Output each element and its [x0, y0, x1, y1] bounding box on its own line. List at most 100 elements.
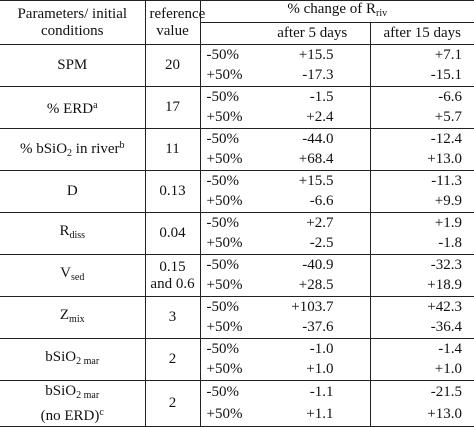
- after-5-cell: -6.6: [255, 191, 371, 213]
- after-5-cell: +28.5: [255, 275, 371, 297]
- reference-cell: 0.15 and 0.6: [145, 254, 201, 297]
- after-15-cell: +13.0: [427, 406, 462, 423]
- after-5-cell: -1.1: [255, 380, 371, 404]
- header-parameter: Parameters/ initial conditions: [0, 0, 146, 45]
- after-15-cell: +42.3: [370, 296, 474, 318]
- reference-cell: 11: [145, 128, 201, 171]
- level-cell: +50%: [206, 151, 243, 168]
- after-5-cell: -1.0: [255, 338, 371, 360]
- table-row: +50% +28.5 +18.9: [0, 275, 474, 297]
- text-part: bSiO: [45, 349, 77, 365]
- text-part: D: [66, 183, 78, 199]
- level-cell: -50%: [200, 86, 255, 108]
- after-5-cell: +2.4: [255, 107, 371, 129]
- after-15-cell: +9.9: [434, 193, 462, 210]
- header-row: after 5 days after 15 days: [0, 22, 474, 45]
- table-header: Parameters/ initial conditions reference…: [0, 0, 474, 45]
- text-part: 2 mar: [76, 389, 100, 401]
- after-5-cell: +1.1: [255, 403, 371, 427]
- text-part: sed: [71, 272, 85, 283]
- header-change: % change of Rriv: [200, 0, 474, 23]
- table-row: Vsed 0.15 and 0.6 -50% -40.9 -32.3: [0, 254, 474, 297]
- level-cell: -50%: [200, 338, 255, 360]
- after-5-cell: +1.0: [255, 359, 371, 381]
- text-part: SPM: [57, 57, 88, 73]
- after-15-cell: -15.1: [430, 67, 462, 84]
- text-part: b: [119, 140, 125, 151]
- table-row: bSiO2 mar (no ERD)c 2 -50% -1.1 -21.5: [0, 380, 474, 427]
- parameter-cell: D: [0, 170, 146, 213]
- after-15-cell: -1.4: [370, 338, 474, 360]
- level-cell: +50%: [206, 319, 243, 336]
- table-row: +50% -6.6 +9.9: [0, 191, 474, 213]
- text-part: R: [59, 223, 70, 239]
- parameter-cell: bSiO2 mar (no ERD)c: [0, 380, 146, 427]
- after-5-cell: +2.7: [255, 212, 371, 234]
- text-part: 2 mar: [76, 356, 100, 367]
- after-15-cell: -21.5: [370, 380, 474, 404]
- reference-cell: 0.04: [145, 212, 201, 255]
- after-5-cell: +15.5: [255, 44, 371, 66]
- after-5-cell: -40.9: [255, 254, 371, 276]
- after-15-cell: -32.3: [370, 254, 474, 276]
- level-cell: +50%: [206, 406, 243, 423]
- table-row: +50% +2.4 +5.7: [0, 107, 474, 129]
- text-part: Z: [59, 307, 70, 323]
- after-5-cell: -44.0: [255, 128, 371, 150]
- level-cell: -50%: [200, 254, 255, 276]
- parameter-cell: % bSiO2 in riverb: [0, 128, 146, 171]
- after-15-cell: +7.1: [370, 44, 474, 66]
- after-5-cell: +103.7: [255, 296, 371, 318]
- text-part: a: [93, 100, 98, 111]
- parameter-cell: Vsed: [0, 254, 146, 297]
- level-cell: +50%: [206, 361, 243, 378]
- reference-cell: 17: [145, 86, 201, 129]
- parameter-cell: Zmix: [0, 296, 146, 339]
- table-row: +50% +1.1 +13.0: [0, 403, 474, 427]
- after-15-cell: +1.0: [434, 361, 462, 378]
- after-5-cell: -2.5: [255, 233, 371, 255]
- level-cell: -50%: [200, 296, 255, 318]
- table-row: % bSiO2 in riverb 11 -50% -44.0 -12.4: [0, 128, 474, 171]
- text-part: % ERD: [46, 101, 94, 117]
- table-body: SPM 20 -50% +15.5 +7.1 +50% -17.3 -15.1% ERDa 17…: [0, 44, 474, 427]
- text-part: riv: [376, 8, 388, 19]
- text-part: % change of R: [287, 1, 377, 17]
- header-reference: reference value: [145, 0, 205, 45]
- after-15-cell: -6.6: [370, 86, 474, 108]
- level-cell: -50%: [200, 44, 255, 66]
- text-part: (no ERD): [40, 407, 100, 424]
- level-cell: +50%: [206, 109, 243, 126]
- text-part: 2: [67, 148, 73, 159]
- level-cell: +50%: [206, 67, 243, 84]
- after-15-cell: +18.9: [427, 277, 462, 294]
- table-row: bSiO2 mar 2 -50% -1.0 -1.4: [0, 338, 474, 381]
- table-row: Zmix 3 -50% +103.7 +42.3: [0, 296, 474, 339]
- after-15-cell: +1.9: [370, 212, 474, 234]
- after-5-cell: -1.5: [255, 86, 371, 108]
- level-cell: -50%: [200, 380, 255, 404]
- table-row: D 0.13 -50% +15.5 -11.3: [0, 170, 474, 213]
- text-part: in river: [72, 141, 120, 157]
- after-15-cell: +13.0: [427, 151, 462, 168]
- level-cell: +50%: [206, 277, 243, 294]
- level-cell: +50%: [206, 235, 243, 252]
- header-row: Parameters/ initial conditions reference…: [0, 0, 474, 45]
- header-after-5: after 5 days: [255, 22, 371, 45]
- table-row: +50% -2.5 -1.8: [0, 233, 474, 255]
- header-after-15: after 15 days: [370, 22, 474, 45]
- level-cell: -50%: [200, 170, 255, 192]
- table-row: SPM 20 -50% +15.5 +7.1: [0, 44, 474, 87]
- after-5-cell: +15.5: [255, 170, 371, 192]
- header-empty: [200, 22, 255, 45]
- text-part: bSiO: [45, 382, 77, 399]
- text-part: diss: [69, 230, 86, 241]
- table-row: +50% +1.0 +1.0: [0, 359, 474, 381]
- table-row: +50% -37.6 -36.4: [0, 317, 474, 339]
- reference-cell: 20: [145, 44, 201, 87]
- reference-cell: 3: [145, 296, 201, 339]
- after-5-cell: -37.6: [255, 317, 371, 339]
- level-cell: -50%: [200, 212, 255, 234]
